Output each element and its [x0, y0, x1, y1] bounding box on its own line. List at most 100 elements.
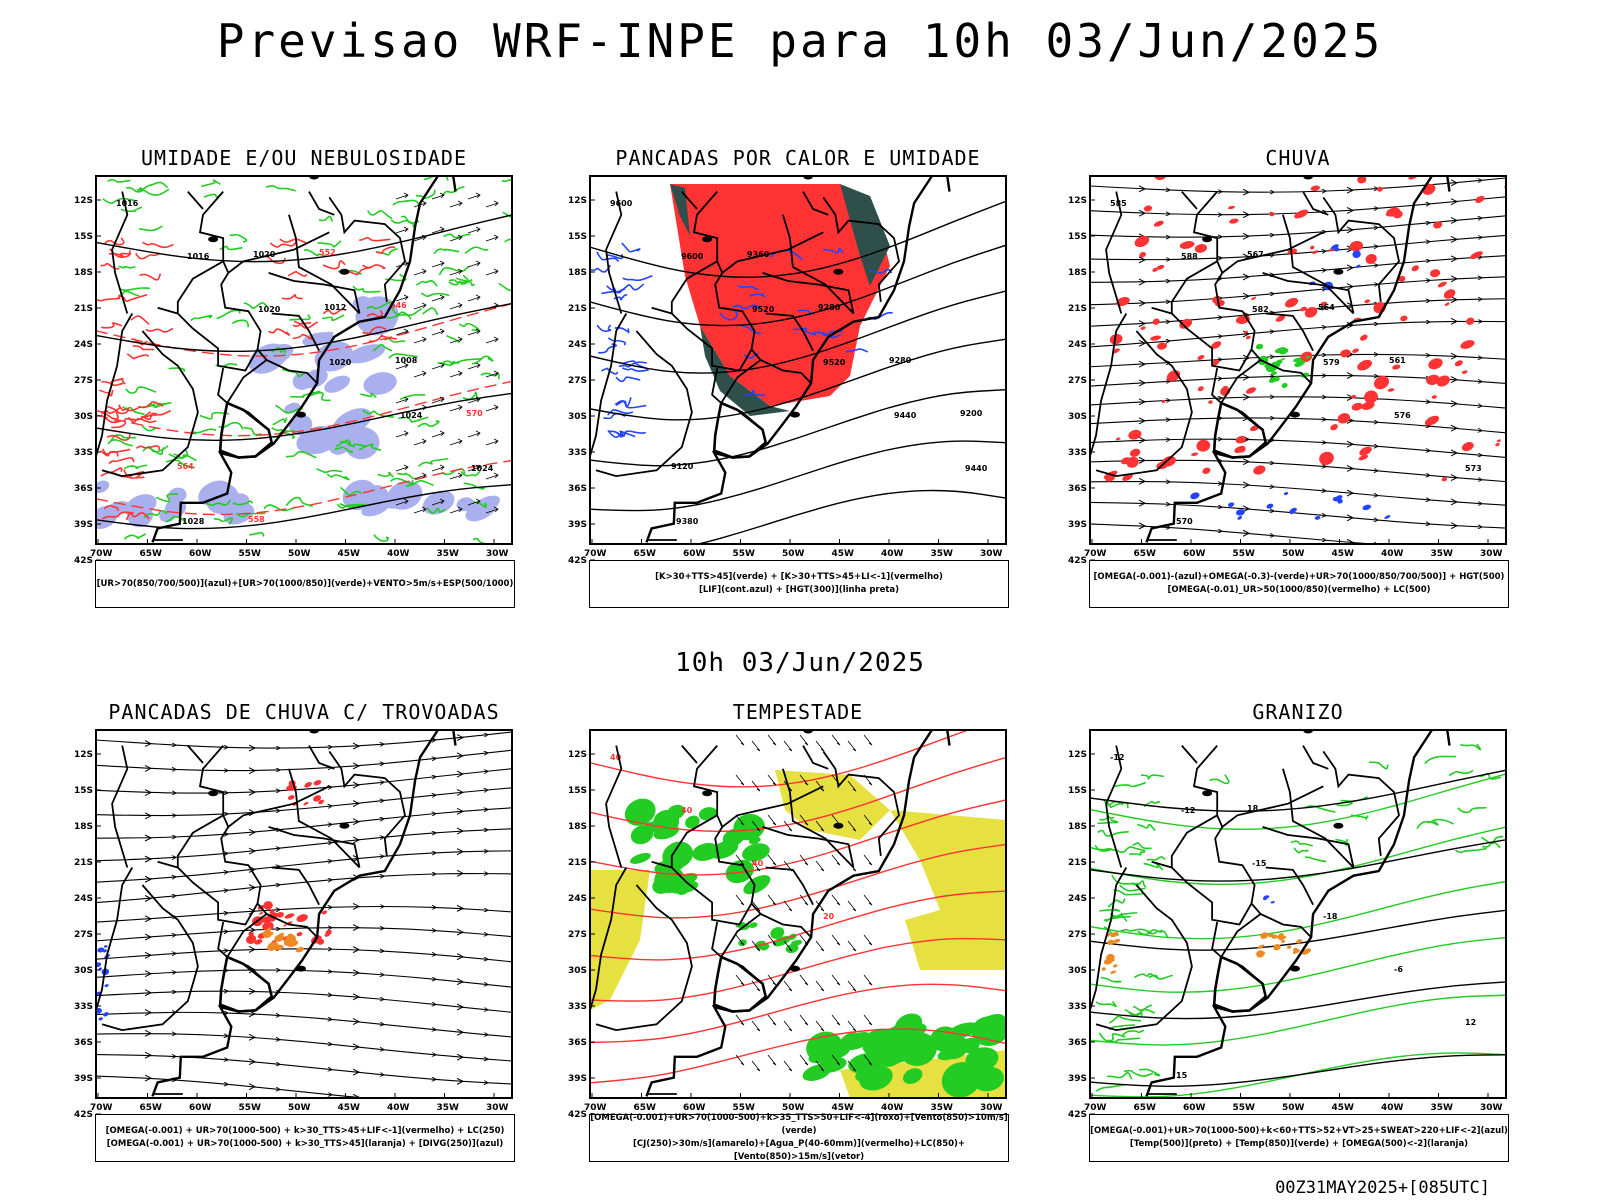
lifted-index-contour	[732, 304, 761, 310]
temp-850-contour	[1457, 806, 1487, 814]
rain-region-green	[1294, 360, 1306, 367]
wind-vector	[815, 1060, 825, 1072]
rain-region-red	[1245, 387, 1257, 394]
height-300-contour	[590, 338, 1006, 421]
wind-vector	[431, 362, 445, 370]
rain-region-red	[1424, 415, 1440, 426]
humidity-low-contour	[318, 215, 334, 222]
political-border	[227, 785, 330, 828]
rain-region-red	[1466, 317, 1475, 325]
lat-tick-label: 24S	[74, 894, 93, 904]
rain-region-blue	[1330, 244, 1339, 250]
pressure-isobar	[96, 483, 512, 530]
rain-region-red	[1358, 454, 1369, 461]
humidity-low-contour	[498, 282, 512, 292]
wind-vector	[767, 774, 777, 786]
lon-tick-label: 60W	[1183, 1103, 1206, 1113]
rain-region-red	[1461, 442, 1474, 452]
humidity-high-region	[167, 487, 187, 503]
legend-line: [Temp(500)](preto) + [Temp(850)](verde) …	[1129, 1139, 1469, 1149]
rain-region-red	[1365, 253, 1377, 265]
instability-green-region	[670, 184, 690, 236]
lon-tick-label: 45W	[1332, 1103, 1355, 1113]
streamline-arrowhead	[352, 1018, 361, 1026]
rain-region-red	[1150, 335, 1162, 341]
thickness-contour-red	[135, 252, 161, 260]
streamline-arrowhead	[456, 788, 465, 796]
temp-850-contour	[1109, 912, 1128, 922]
humidity-low-contour	[397, 472, 415, 480]
rain-region-red	[1152, 318, 1160, 325]
temp-850-contour	[1123, 1069, 1154, 1077]
rain-region-red	[1120, 457, 1131, 465]
contour-label: 546	[390, 301, 407, 310]
omega-orange-region	[1271, 934, 1278, 939]
lon-tick-label: 35W	[1431, 1103, 1454, 1113]
streamline-arrowhead	[1138, 522, 1147, 530]
lat-tick-label: 12S	[74, 196, 93, 206]
political-border	[721, 231, 824, 274]
streamline-arrowhead	[144, 740, 153, 748]
wind-vector	[863, 1054, 873, 1066]
political-border	[1090, 313, 1128, 460]
wind-850-green-region	[941, 1062, 981, 1098]
rain-region-red	[1245, 335, 1251, 340]
humidity-high-region	[284, 402, 301, 414]
wind-vector	[815, 740, 825, 752]
humidity-low-contour	[243, 302, 268, 309]
humidity-low-contour	[366, 301, 393, 310]
temp-850-contour	[1336, 801, 1353, 807]
lat-tick-label: 39S	[1068, 1074, 1087, 1084]
lon-tick-label: 45W	[1332, 549, 1355, 559]
political-border	[1105, 745, 1123, 868]
omega-orange-region	[1257, 944, 1265, 950]
streamline-arrowhead	[1450, 424, 1459, 432]
political-border	[177, 866, 259, 926]
wind-vector	[783, 820, 793, 832]
lon-tick-label: 35W	[1431, 549, 1454, 559]
lon-tick-label: 30W	[486, 1103, 509, 1113]
streamline-arrowhead	[144, 915, 153, 923]
streamline-arrowhead	[1346, 283, 1355, 291]
legend-line: [OMEGA(-0.001)-(azul)+OMEGA(-0.3)-(verde…	[1093, 572, 1505, 582]
humidity-low-contour	[391, 307, 423, 317]
temp-850-contour	[1350, 814, 1369, 821]
temp-850-contour	[1113, 889, 1146, 896]
rain-region-green	[1281, 382, 1288, 389]
temp-850-contour	[1103, 915, 1131, 922]
temp-850-contour	[1416, 819, 1439, 830]
temp-850-contour	[1290, 840, 1313, 847]
humidity-low-contour	[190, 428, 217, 435]
political-border	[1095, 330, 1193, 478]
temp-850-contour	[1100, 976, 1122, 983]
thunderstorm-red-region	[321, 910, 328, 915]
wind-850-green-region	[629, 852, 651, 864]
streamline-arrowhead	[1242, 393, 1251, 401]
political-border	[328, 750, 406, 857]
lat-tick-label: 30S	[74, 412, 93, 422]
lat-tick-label: 18S	[1068, 822, 1087, 832]
uruguay-outline	[1212, 401, 1268, 459]
humidity-low-contour	[275, 404, 303, 414]
humidity-low-contour	[446, 334, 460, 344]
contour-label: -18	[1323, 912, 1338, 921]
panel-title: TEMPESTADE	[732, 700, 864, 724]
thunderstorm-orange-region	[277, 932, 284, 938]
wind-vector	[863, 854, 873, 866]
wind-vector	[751, 980, 761, 992]
lifted-index-contour	[621, 242, 641, 253]
lifted-index-contour	[719, 310, 739, 321]
streamline-arrowhead	[144, 855, 153, 863]
humidity-low-contour	[442, 360, 460, 365]
streamline-arrowhead	[1346, 538, 1355, 544]
rain-region-red	[1229, 218, 1239, 224]
coastline	[645, 730, 951, 1097]
political-border	[1282, 768, 1355, 869]
thickness-contour-red	[268, 328, 291, 336]
thickness-contour-red	[100, 410, 119, 420]
streamline	[1090, 215, 1506, 237]
lake-mark	[789, 411, 800, 418]
wind-vector	[847, 740, 857, 752]
rain-region-blue	[1362, 504, 1372, 511]
wind-vector	[847, 820, 857, 832]
